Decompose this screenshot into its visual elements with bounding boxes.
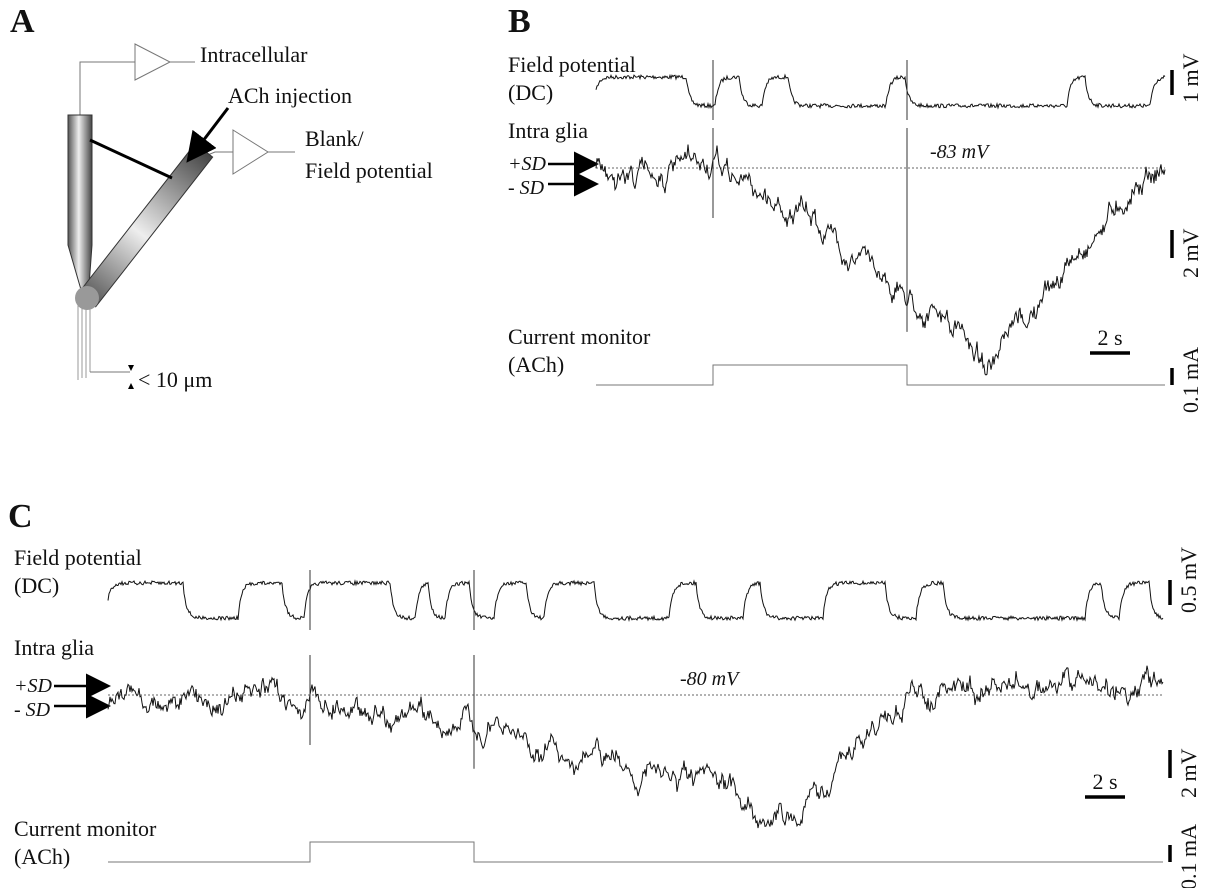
cell [75,286,99,310]
scale-label: 2 s [1097,325,1122,350]
electrode [77,142,214,308]
wire [79,61,135,115]
electrode [67,114,93,301]
label: Intra glia [14,635,94,660]
label: Current monitor [14,816,157,841]
label: Intracellular [200,42,308,67]
field-trace [595,73,1166,110]
current-trace [108,841,1163,863]
label: (ACh) [14,844,70,869]
connector [89,138,173,180]
sd-label: +SD [508,153,546,175]
label: (ACh) [508,352,564,377]
sd-label: +SD [14,675,52,697]
scale-label: 2 mV [1178,228,1203,278]
label: Field potential [508,52,636,77]
label: Blank/ [305,126,365,151]
panel-letter: B [508,3,531,40]
scale-label: 1 mV [1178,53,1203,103]
label: Field potential [305,158,433,183]
label: < 10 μm [138,367,212,392]
glia-trace [107,665,1164,829]
sd-label: - SD [508,177,545,199]
scale-label: 0.1 mA [1178,347,1203,413]
electrode-diagram [67,43,295,389]
sd-label: - SD [14,699,51,721]
label: (DC) [14,573,59,598]
label: (DC) [508,80,553,105]
label: ACh injection [228,83,352,108]
panel-letter: C [8,498,33,535]
field-trace [107,579,1164,622]
label: Current monitor [508,324,651,349]
panel-letter: A [10,3,35,40]
scale-label: 0.1 mA [1176,824,1201,888]
current-trace [596,364,1165,386]
arrow [186,107,230,163]
label: Intra glia [508,118,588,143]
amplifier [134,43,172,81]
scale-label: 0.5 mV [1176,547,1201,613]
label: Field potential [14,545,142,570]
level-label: -83 mV [930,141,991,163]
glia-trace [595,144,1166,376]
amplifier [232,129,269,175]
level-label: -80 mV [680,668,741,690]
scale-label: 2 s [1092,769,1117,794]
scale [128,365,134,389]
scale-label: 2 mV [1176,748,1201,798]
